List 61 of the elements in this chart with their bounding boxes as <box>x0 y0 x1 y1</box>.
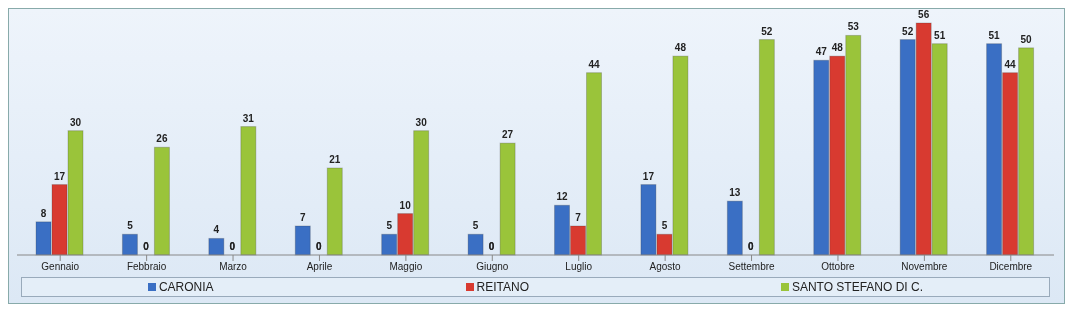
bar <box>499 142 516 256</box>
legend-label: REITANO <box>475 280 529 294</box>
x-tick-label: Giugno <box>476 261 509 273</box>
data-label: 31 <box>242 112 255 124</box>
x-tick-label: Dicembre <box>989 261 1033 273</box>
data-label: 56 <box>918 9 930 20</box>
data-label: 52 <box>761 25 773 37</box>
data-label: 5 <box>472 220 479 232</box>
data-label: 48 <box>674 42 687 54</box>
data-label: 44 <box>1004 58 1017 70</box>
bar <box>326 167 343 256</box>
data-label: 10 <box>399 199 412 211</box>
bar <box>208 237 225 256</box>
x-tick-label: Agosto <box>649 261 682 273</box>
data-label: 48 <box>831 42 844 54</box>
bar <box>758 39 775 256</box>
data-label: 27 <box>502 129 514 141</box>
data-label: 13 <box>729 187 741 199</box>
data-label: 26 <box>156 133 168 145</box>
data-label: 12 <box>556 191 569 203</box>
data-label: 30 <box>69 116 82 128</box>
data-label: 0 <box>143 241 150 252</box>
bar <box>153 146 170 256</box>
x-tick-label: Maggio <box>389 261 423 273</box>
bar <box>121 233 138 256</box>
data-label: 0 <box>315 241 322 252</box>
bar <box>240 126 257 256</box>
data-label: 0 <box>229 241 236 252</box>
data-label: 7 <box>575 212 582 223</box>
x-tick-label: Marzo <box>219 261 248 273</box>
x-tick-label: Gennaio <box>41 261 80 273</box>
data-label: 5 <box>386 220 393 232</box>
data-label: 5 <box>127 220 134 232</box>
data-label: 52 <box>902 25 914 37</box>
x-tick-label: Ottobre <box>821 261 856 273</box>
data-label: 47 <box>815 46 828 58</box>
x-tick-label: Febbraio <box>126 261 167 273</box>
bar <box>467 233 484 256</box>
data-label: 7 <box>299 212 306 223</box>
x-tick-label: Luglio <box>565 261 593 273</box>
data-label: 8 <box>40 207 47 219</box>
data-label: 21 <box>329 154 341 165</box>
data-label: 44 <box>588 58 601 70</box>
data-label: 0 <box>488 241 495 252</box>
x-tick-label: Aprile <box>306 261 333 273</box>
data-label: 53 <box>847 21 860 33</box>
x-tick-label: Novembre <box>901 261 948 273</box>
bar <box>726 200 743 256</box>
data-label: 17 <box>642 170 655 182</box>
data-label: 51 <box>934 29 946 41</box>
legend-label: CARONIA <box>157 280 214 294</box>
data-label: 4 <box>213 224 220 236</box>
data-label: 51 <box>988 29 1001 41</box>
data-label: 17 <box>53 170 66 182</box>
text: SANTO STEFANO DI C. <box>790 280 924 294</box>
x-tick-label: Settembre <box>728 261 776 273</box>
data-label: 30 <box>415 116 428 128</box>
data-label: 0 <box>748 241 755 252</box>
bar <box>294 225 311 256</box>
data-label: 5 <box>661 220 668 232</box>
data-label: 50 <box>1020 33 1033 45</box>
